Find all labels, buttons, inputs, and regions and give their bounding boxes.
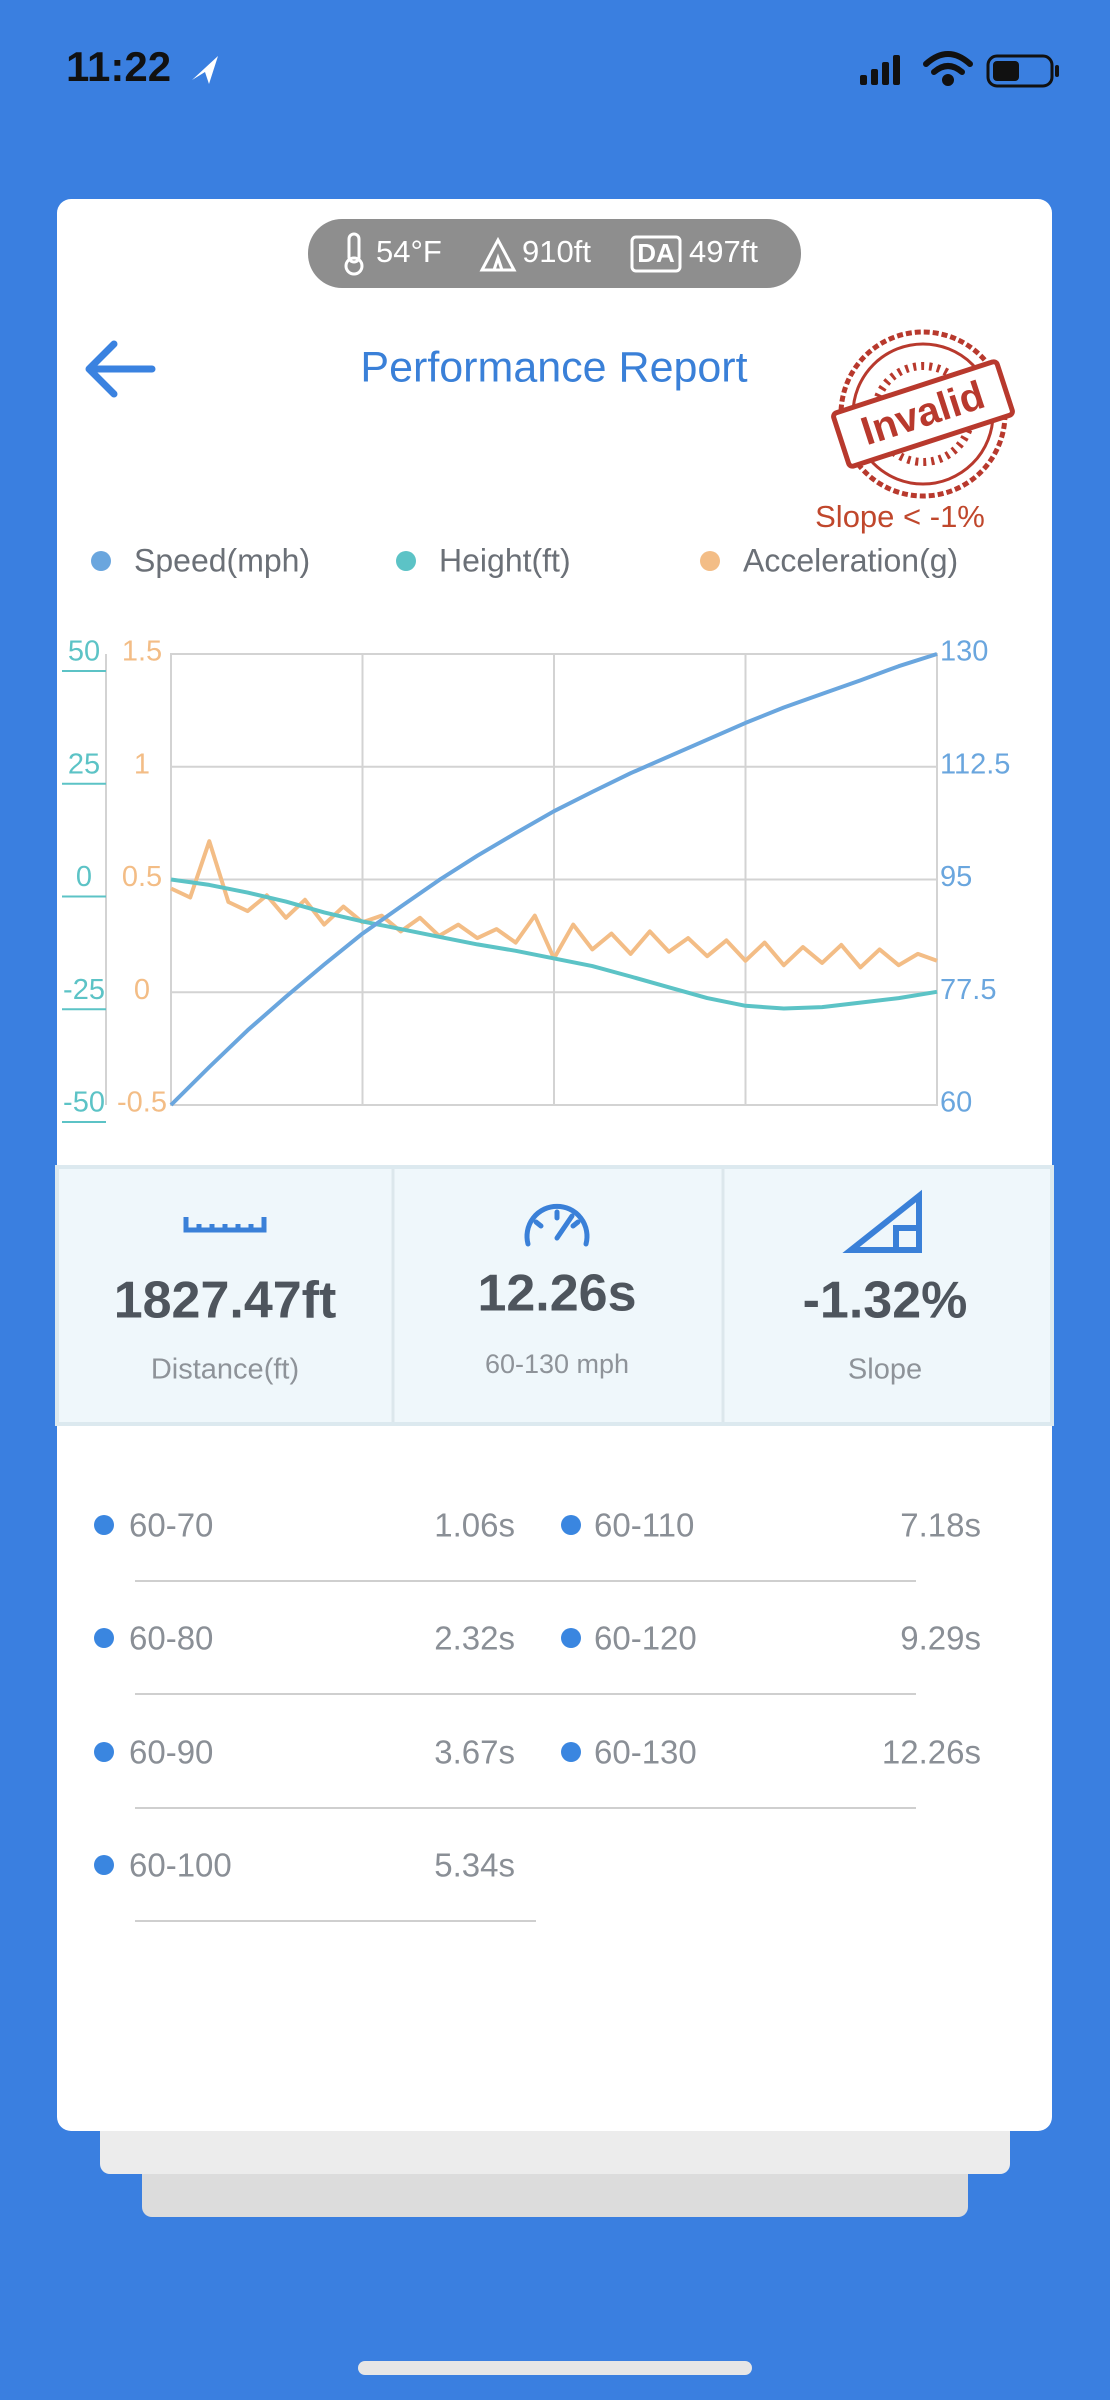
warning: Slope < -1% <box>815 499 985 534</box>
split-marker <box>94 1855 114 1875</box>
density-altitude: 497ft <box>689 234 758 269</box>
card-shadow <box>100 2120 1010 2174</box>
split-marker <box>94 1628 114 1648</box>
signal-icon <box>860 55 900 85</box>
split-time: 7.18s <box>900 1507 981 1544</box>
split-time: 2.32s <box>434 1620 515 1657</box>
da-label: DA <box>637 238 675 268</box>
card-shadow <box>142 2160 968 2217</box>
stat-label: Slope <box>848 1354 922 1386</box>
stats: 1827.47ft Distance(ft) 12.26s 60-130 mph -1.… <box>114 1265 968 1386</box>
battery-icon <box>986 54 1059 88</box>
split-marker <box>561 1515 581 1535</box>
speed-icon <box>524 1203 590 1247</box>
y3-tick-label: 1 <box>134 748 150 780</box>
y2-tick-label: 77.5 <box>940 974 996 1006</box>
back-button[interactable] <box>85 340 156 398</box>
y2-tick-label: 95 <box>940 861 972 893</box>
distance-icon <box>183 1217 267 1233</box>
split-time: 1.06s <box>434 1507 515 1544</box>
mountain-icon <box>479 236 517 272</box>
y2-tick-label: 60 <box>940 1087 972 1119</box>
location-icon <box>192 56 218 84</box>
series-line <box>170 877 938 1011</box>
split-marker <box>561 1742 581 1762</box>
split-range: 60-100 <box>129 1847 232 1884</box>
status-time: 11:22 <box>66 43 171 90</box>
split-range: 60-130 <box>594 1734 697 1771</box>
legend-label: Acceleration(g) <box>743 542 958 578</box>
split-range: 60-70 <box>129 1507 213 1544</box>
y3-tick-label: 1.5 <box>122 636 162 668</box>
split-time: 9.29s <box>900 1620 981 1657</box>
stat-value: 12.26s <box>477 1265 636 1323</box>
da-badge <box>630 235 682 273</box>
split-marker <box>561 1628 581 1648</box>
stat-label: Distance(ft) <box>151 1354 299 1386</box>
slope-icon <box>842 1189 922 1253</box>
split-range: 60-90 <box>129 1734 213 1771</box>
stat-value: 1827.47ft <box>114 1272 337 1330</box>
y3-tick-label: 0 <box>134 974 150 1006</box>
y3-tick-label: -0.5 <box>117 1087 167 1119</box>
y2-tick-label: 130 <box>940 636 988 668</box>
home-indicator <box>358 2361 752 2375</box>
y3-tick-label: 0.5 <box>122 861 162 893</box>
legend-marker <box>91 551 111 571</box>
chart: -50 -25 0 25 50 -0.5 0 0.5 1 1.5 60 77.5 95 112.5 130 <box>62 636 1010 1123</box>
series-line <box>169 652 938 1107</box>
y-tick-label: 25 <box>68 748 100 780</box>
split-time: 5.34s <box>434 1847 515 1884</box>
split-marker <box>94 1742 114 1762</box>
legend-marker <box>396 551 416 571</box>
split-range: 60-80 <box>129 1620 213 1657</box>
y2-tick-label: 112.5 <box>940 748 1010 780</box>
split-range: 60-120 <box>594 1620 697 1657</box>
stat-label: 60-130 mph <box>485 1349 629 1379</box>
y-tick-label: 50 <box>68 636 100 668</box>
thermometer-icon <box>344 232 364 276</box>
split-time: 3.67s <box>434 1734 515 1771</box>
split-time: 12.26s <box>882 1734 981 1771</box>
stat-value: -1.32% <box>803 1272 968 1330</box>
y-tick-label: -50 <box>63 1087 105 1119</box>
wifi-icon <box>923 51 973 86</box>
splits: 60-70 1.06s 60-80 2.32s 60-90 3.67s 60-100 5.34… <box>94 1507 981 1922</box>
title: Performance Report <box>360 343 747 391</box>
altitude: 910ft <box>522 234 591 269</box>
y-tick-label: -25 <box>63 974 105 1006</box>
split-marker <box>94 1515 114 1535</box>
stats-panel <box>55 1165 1054 1426</box>
temperature: 54°F <box>376 234 442 269</box>
legend-label: Speed(mph) <box>134 542 310 578</box>
y-tick-label: 0 <box>76 861 92 893</box>
legend-marker <box>700 551 720 571</box>
legend-label: Height(ft) <box>439 542 571 578</box>
split-range: 60-110 <box>594 1507 694 1544</box>
